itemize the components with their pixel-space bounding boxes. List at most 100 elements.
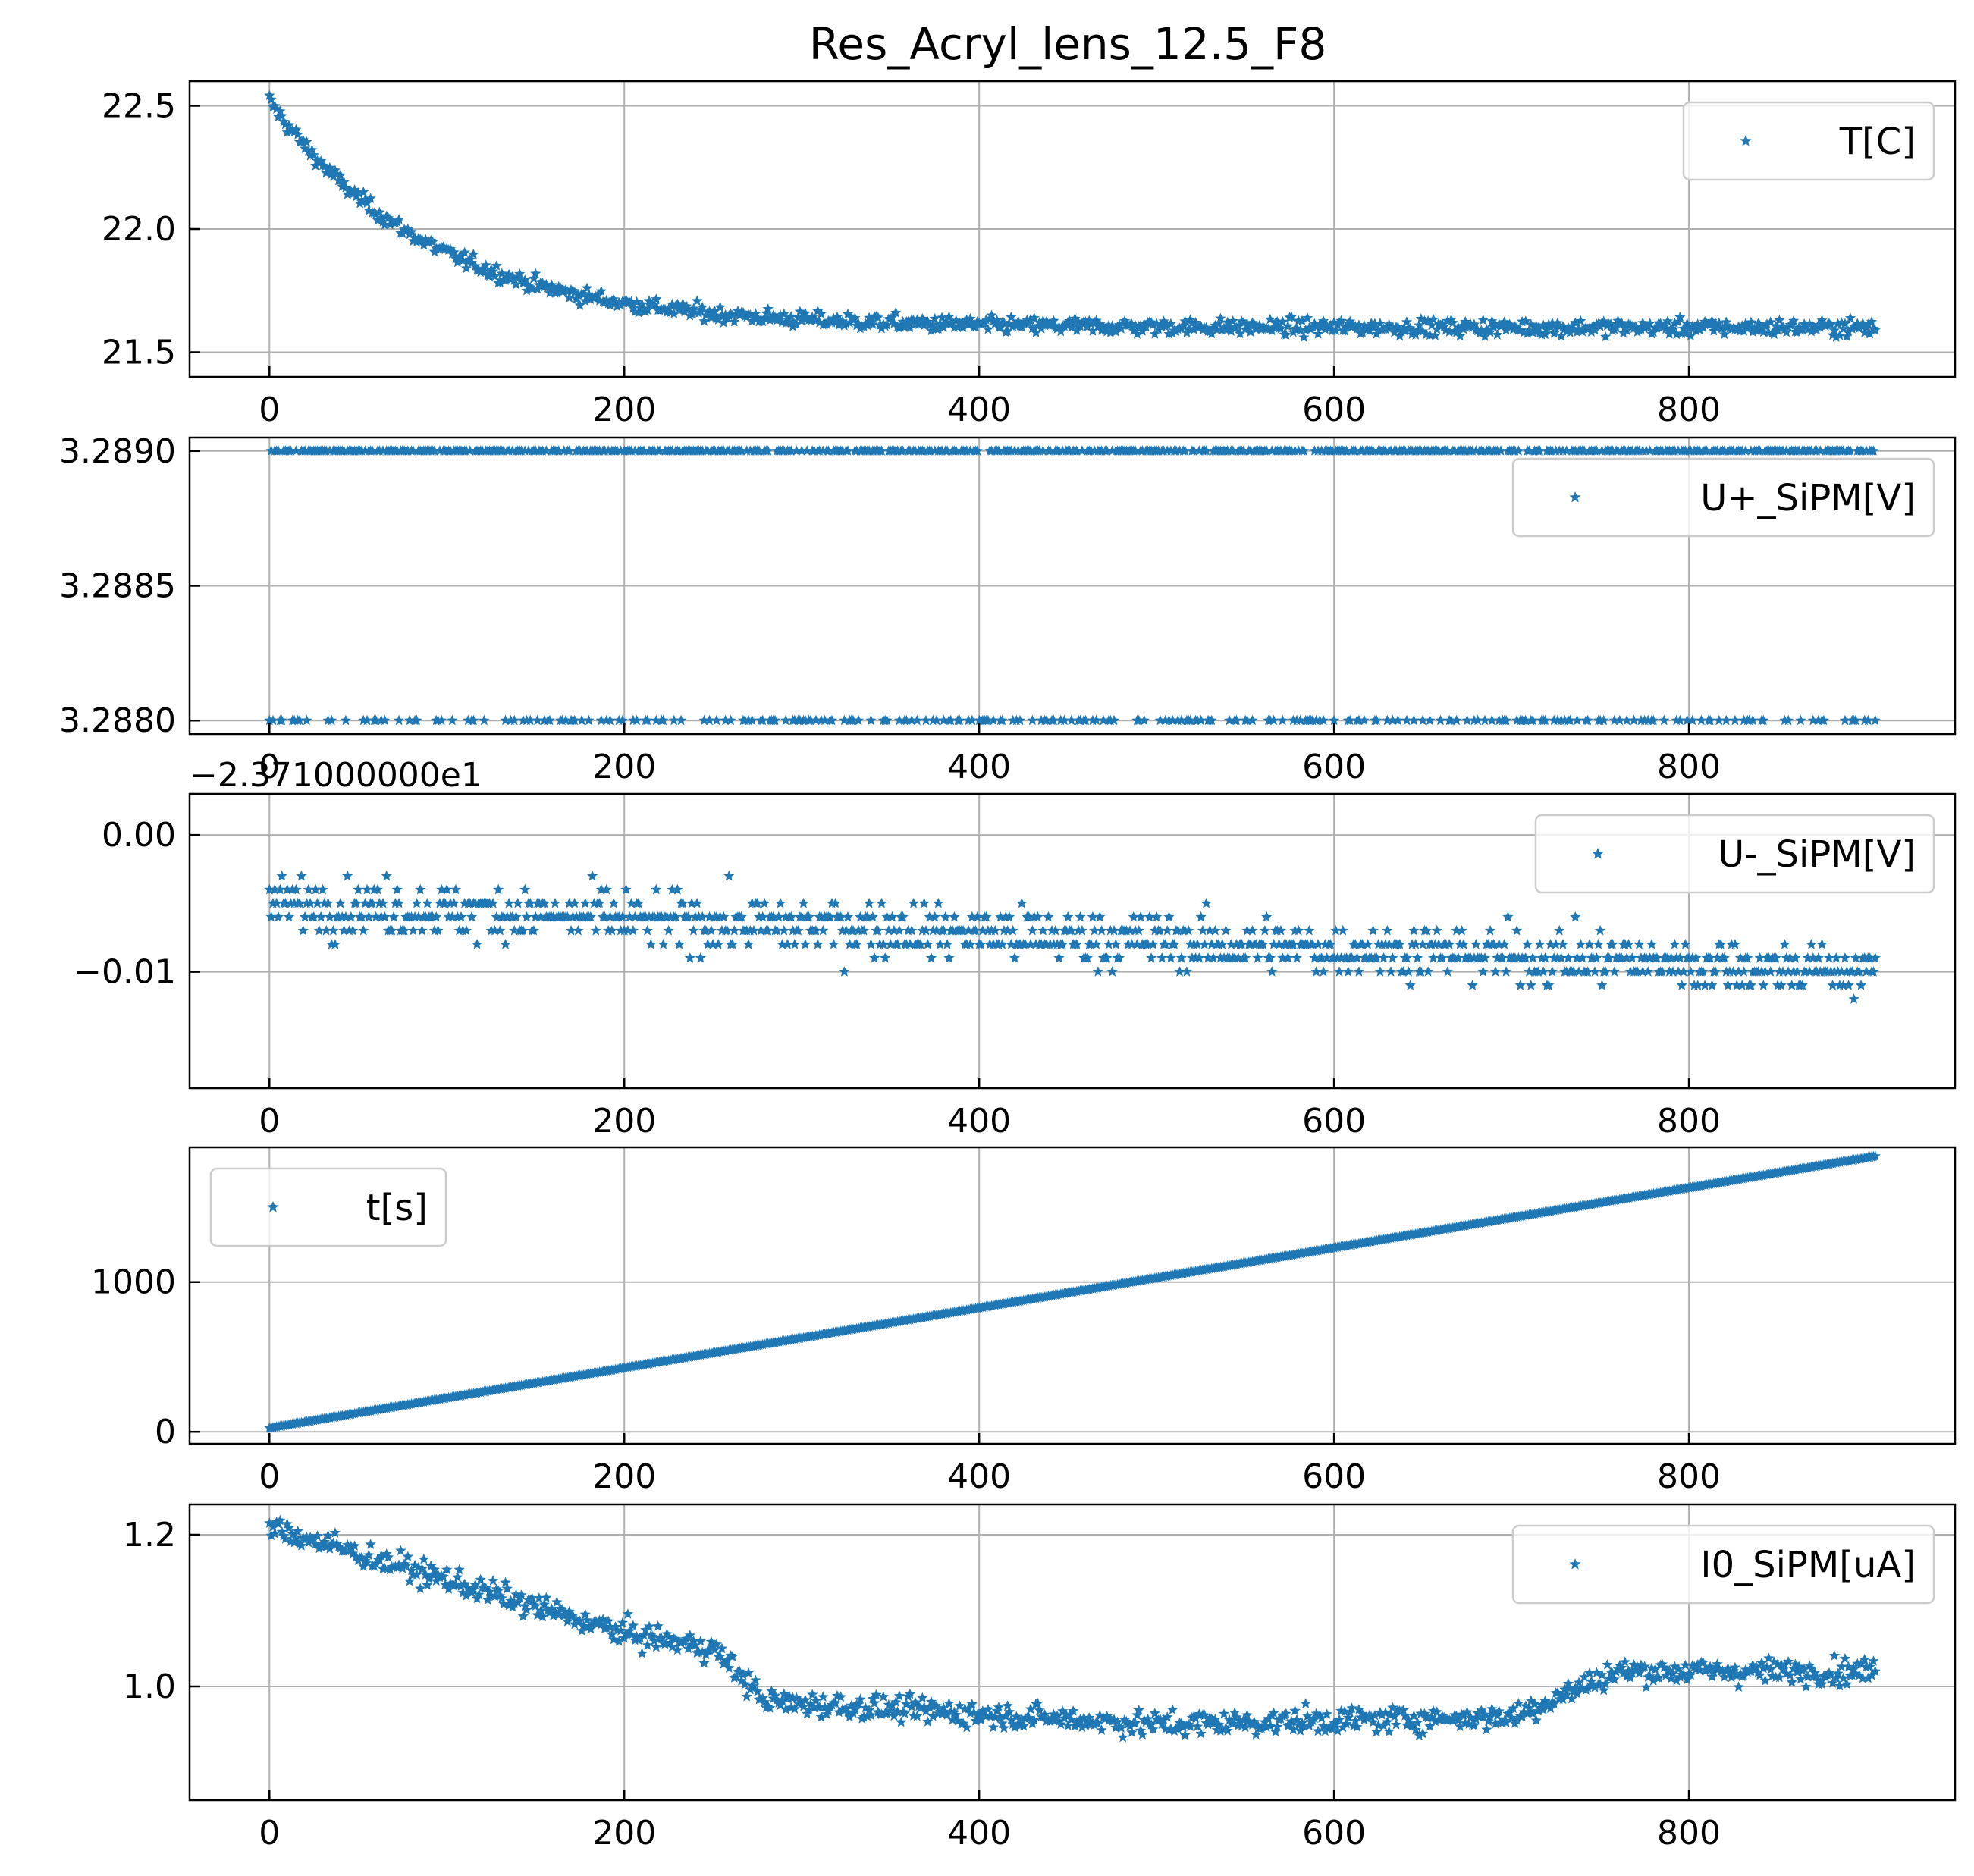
data-point <box>1055 1718 1066 1729</box>
data-point <box>265 1529 277 1541</box>
data-point <box>328 925 339 936</box>
data-point <box>1289 1705 1301 1716</box>
data-point <box>1534 445 1546 456</box>
data-point <box>1863 318 1874 329</box>
data-point <box>1656 966 1668 977</box>
data-point <box>1706 1671 1718 1682</box>
data-point <box>361 883 373 895</box>
data-point <box>1179 445 1191 456</box>
data-point <box>1424 714 1436 726</box>
data-point <box>400 1560 412 1570</box>
data-point <box>1781 326 1792 337</box>
data-point <box>888 1710 899 1721</box>
data-point <box>604 714 616 726</box>
data-point <box>901 714 912 726</box>
data-point <box>896 1716 907 1727</box>
data-point <box>1685 330 1696 340</box>
data-point <box>922 1716 934 1727</box>
data-point <box>1404 980 1416 990</box>
data-point <box>538 1598 551 1610</box>
data-point <box>1213 318 1225 328</box>
data-point <box>1080 714 1091 726</box>
data-point <box>1470 939 1482 949</box>
data-point <box>705 925 717 936</box>
data-point <box>1101 952 1113 963</box>
data-point <box>1839 1653 1851 1664</box>
data-point <box>642 714 653 726</box>
data-point <box>562 1616 573 1627</box>
data-point <box>936 312 948 323</box>
data-point <box>1754 445 1765 456</box>
data-point <box>762 303 774 314</box>
data-point <box>727 939 739 949</box>
data-point <box>865 714 877 726</box>
data-point <box>271 897 282 908</box>
data-point <box>1199 939 1210 949</box>
data-point <box>1834 1680 1846 1691</box>
data-point <box>1231 1711 1242 1722</box>
data-point <box>473 1589 485 1600</box>
data-point <box>617 714 628 726</box>
y-tick-label: 1000 <box>91 1263 176 1302</box>
data-point <box>1138 714 1150 726</box>
data-point <box>971 445 983 456</box>
data-point <box>553 1609 564 1620</box>
data-point <box>1807 714 1819 726</box>
data-point <box>1057 1705 1069 1716</box>
data-point <box>1436 318 1448 329</box>
data-point <box>1733 1681 1744 1692</box>
data-point <box>748 925 760 936</box>
data-point <box>880 952 891 963</box>
data-point <box>869 1697 880 1708</box>
data-point <box>1866 1669 1878 1680</box>
data-point <box>1110 326 1122 337</box>
data-point <box>303 883 314 895</box>
data-point <box>1705 1661 1716 1672</box>
data-point <box>818 1691 829 1702</box>
data-point <box>651 1641 662 1652</box>
data-point <box>1424 329 1436 340</box>
data-point <box>1195 714 1207 726</box>
data-point <box>1607 1667 1618 1679</box>
data-point <box>799 939 811 949</box>
data-point <box>423 1573 435 1583</box>
data-point <box>510 278 522 290</box>
data-point <box>750 1674 761 1685</box>
data-point <box>881 714 893 726</box>
data-point <box>1149 1708 1160 1718</box>
data-point <box>1790 952 1801 963</box>
data-point <box>1373 1719 1384 1730</box>
data-point <box>1639 1661 1650 1671</box>
data-point <box>1534 939 1546 949</box>
data-point <box>966 1699 978 1709</box>
data-point <box>933 897 944 908</box>
data-point <box>1410 1724 1421 1735</box>
data-point <box>1677 323 1690 334</box>
data-point <box>1216 939 1228 949</box>
data-point <box>1640 1681 1652 1692</box>
data-point <box>1222 1725 1233 1736</box>
data-point <box>329 1527 341 1538</box>
data-point <box>780 714 792 726</box>
data-point <box>528 925 539 936</box>
data-point <box>1774 315 1785 325</box>
data-point <box>1165 318 1176 329</box>
data-point <box>1687 714 1698 726</box>
data-point <box>1825 318 1837 330</box>
x-tick-label: 400 <box>947 1102 1011 1140</box>
data-point <box>1718 1671 1730 1682</box>
data-point <box>1183 323 1194 334</box>
data-point <box>1309 1712 1320 1724</box>
data-point <box>824 911 836 922</box>
data-point <box>965 939 976 949</box>
data-point <box>1087 911 1098 922</box>
data-point <box>1394 939 1405 949</box>
data-point <box>276 110 287 121</box>
data-point <box>549 897 561 908</box>
data-point <box>998 1722 1010 1733</box>
data-point <box>315 911 327 922</box>
data-point <box>1557 1693 1569 1705</box>
data-point <box>1850 952 1862 963</box>
data-point <box>1334 1714 1345 1724</box>
data-point <box>349 1540 360 1551</box>
